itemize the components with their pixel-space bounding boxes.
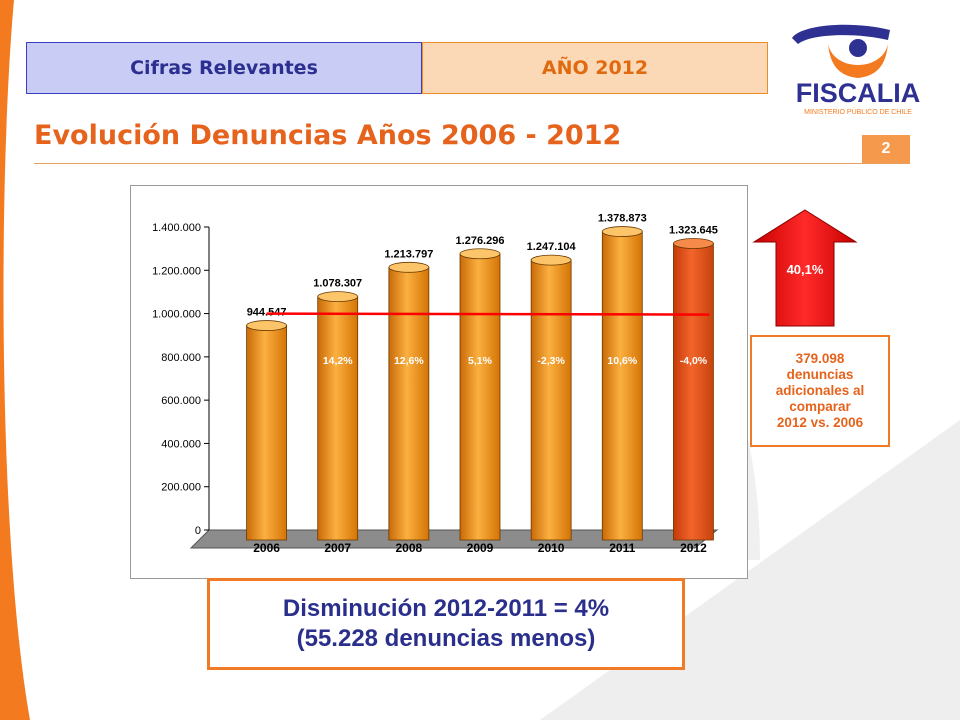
tab-year: AÑO 2012: [422, 42, 768, 94]
bar: [317, 296, 359, 541]
increase-percent: 40,1%: [787, 262, 824, 277]
y-tick-label: 400.000: [161, 438, 201, 450]
page-title: Evolución Denuncias Años 2006 - 2012: [34, 120, 622, 151]
bar-value-label: 1.078.307: [313, 278, 362, 290]
bar-top: [388, 261, 430, 273]
bar-pct-change: 10,6%: [607, 355, 637, 367]
info-line: denuncias: [786, 367, 854, 382]
info-box-additional: 379.098 denuncias adicionales al compara…: [750, 335, 890, 447]
y-tick-label: 1.400.000: [152, 222, 201, 234]
x-tick-label: 2006: [253, 541, 280, 555]
trend-line: [266, 312, 710, 316]
increase-arrow-icon: 40,1%: [752, 209, 858, 327]
bar-pct-change: -4,0%: [680, 355, 708, 367]
summary-box: Disminución 2012-2011 = 4% (55.228 denun…: [207, 578, 685, 670]
chart-container: 0 200.000 400.000 600.000 800.000 1.000.000 1.…: [130, 185, 748, 579]
page-number: 2: [862, 135, 910, 163]
bar-pct-change: -2,3%: [537, 355, 565, 367]
summary-line-2: (55.228 denuncias menos): [296, 625, 596, 652]
x-tick-label: 2009: [467, 541, 494, 555]
logo-text: FISCALIA: [796, 78, 921, 108]
bar-top: [459, 248, 501, 260]
y-tick-label: 0: [195, 525, 201, 537]
y-tick-label: 600.000: [161, 395, 201, 407]
info-line: 2012 vs. 2006: [776, 415, 864, 430]
bar-top: [317, 291, 359, 303]
bar: [459, 253, 501, 541]
tab-cifras-relevantes: Cifras Relevantes: [26, 42, 422, 94]
bar-top: [530, 254, 572, 266]
bar: [530, 259, 572, 541]
x-tick-label: 2011: [609, 541, 635, 555]
bar-chart: 0 200.000 400.000 600.000 800.000 1.000.000 1.…: [152, 213, 719, 555]
bar-pct-change: 12,6%: [394, 355, 424, 367]
bar-value-label: 1.276.296: [456, 235, 505, 247]
y-tick-label: 1.200.000: [152, 265, 201, 277]
info-line: adicionales al: [775, 383, 865, 398]
y-tick-label: 1.000.000: [152, 309, 201, 321]
summary-line-1: Disminución 2012-2011 = 4%: [282, 595, 610, 622]
bar-value-label: 1.323.645: [669, 225, 718, 237]
info-line: comparar: [789, 399, 851, 414]
bar-value-label: 1.378.873: [598, 213, 647, 225]
title-divider: [34, 163, 910, 164]
bar-value-label: 944.547: [247, 307, 287, 319]
fiscalia-logo: FISCALIA MINISTERIO PÚBLICO DE CHILE: [792, 24, 921, 116]
y-tick-label: 200.000: [161, 482, 201, 494]
bar-top: [601, 226, 643, 237]
bar: [601, 231, 643, 541]
bar: [388, 266, 430, 541]
y-tick-label: 800.000: [161, 352, 201, 364]
x-tick-label: 2008: [396, 541, 423, 555]
bar: [246, 325, 287, 541]
logo-subtext: MINISTERIO PÚBLICO DE CHILE: [804, 107, 912, 116]
x-tick-label: 2010: [538, 541, 565, 555]
bar-pct-change: 5,1%: [468, 355, 493, 367]
bar-value-label: 1.247.104: [527, 241, 577, 253]
x-tick-label: 2012: [680, 541, 707, 555]
bar-value-label: 1.213.797: [384, 248, 433, 260]
bar: [673, 243, 714, 541]
x-tick-label: 2007: [324, 541, 351, 555]
info-line: 379.098: [795, 351, 845, 366]
bar-top: [673, 238, 714, 249]
bar-pct-change: 14,2%: [323, 355, 353, 367]
bar-top: [246, 320, 287, 331]
